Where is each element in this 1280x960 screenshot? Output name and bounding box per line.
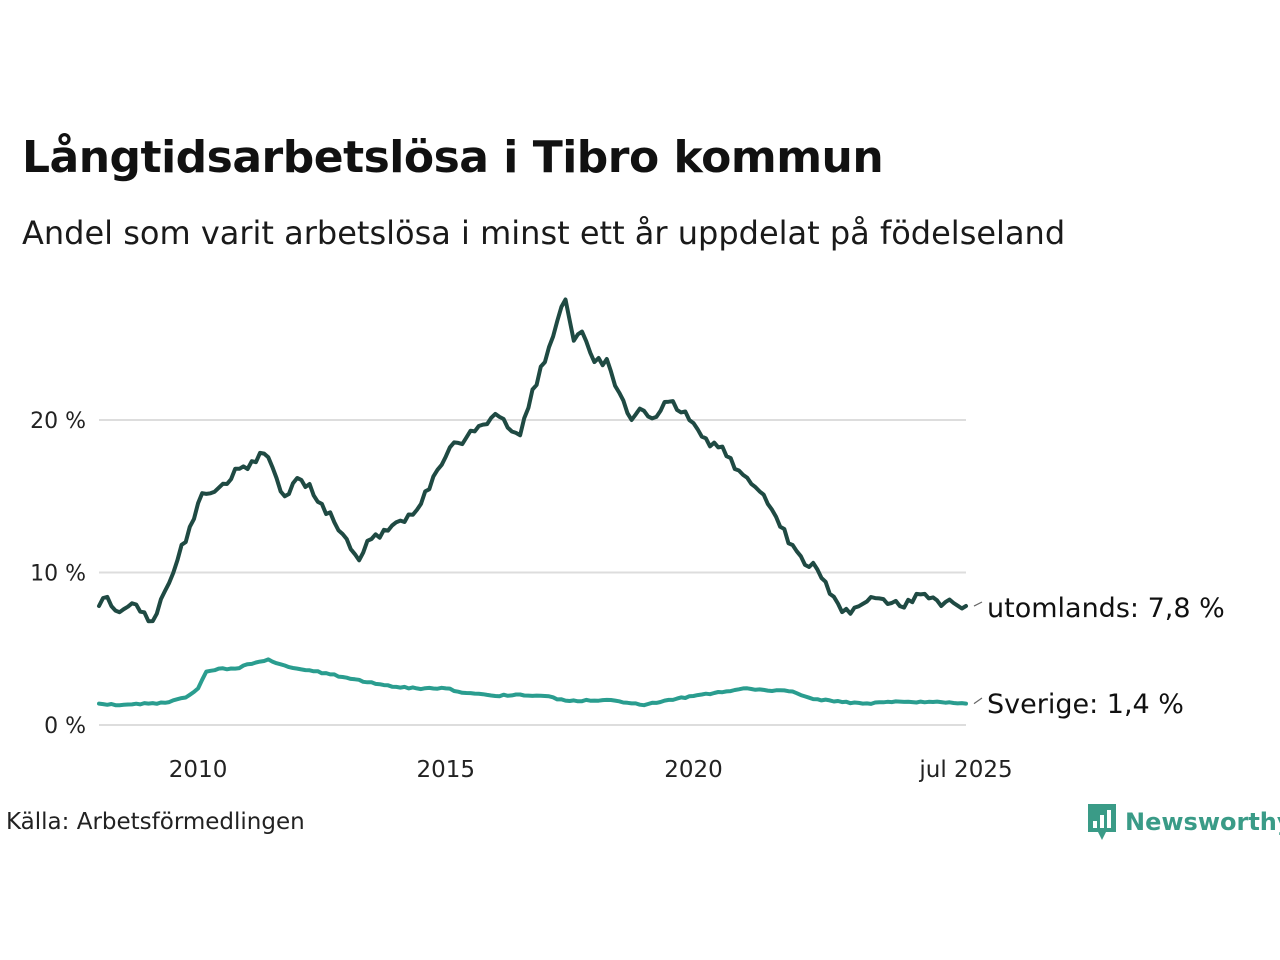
source-note: Källa: Arbetsförmedlingen xyxy=(6,809,305,835)
x-tick-label: 2020 xyxy=(664,757,723,783)
grid-lines xyxy=(99,419,966,726)
series-end-labels: utomlands: 7,8 % Sverige: 1,4 % xyxy=(973,593,1225,720)
y-tick-label: 10 % xyxy=(30,562,86,587)
newsworthy-logo: Newsworthy xyxy=(1087,802,1280,842)
series-lines xyxy=(97,297,968,708)
x-tick-label: 2010 xyxy=(169,757,228,783)
x-axis-ticks: 2010 2015 2020 jul 2025 xyxy=(169,757,1013,783)
chart-subtitle: Andel som varit arbetslösa i minst ett å… xyxy=(22,214,1066,252)
series-line-utomlands xyxy=(97,297,968,624)
series-line-sverige xyxy=(97,657,968,708)
x-tick-label: 2015 xyxy=(417,757,476,783)
y-axis-ticks: 0 % 10 % 20 % xyxy=(30,409,86,739)
brand-name: Newsworthy xyxy=(1125,808,1280,836)
chart-title: Långtidsarbetslösa i Tibro kommun xyxy=(22,132,884,183)
y-tick-label: 20 % xyxy=(30,409,86,434)
end-label-connector xyxy=(973,601,983,607)
newsworthy-icon xyxy=(1088,804,1116,840)
x-tick-label: jul 2025 xyxy=(918,757,1012,783)
series-end-label: Sverige: 1,4 % xyxy=(987,689,1184,720)
series-end-label: utomlands: 7,8 % xyxy=(987,593,1225,624)
end-label-connector xyxy=(973,697,983,705)
y-tick-label: 0 % xyxy=(44,714,86,739)
